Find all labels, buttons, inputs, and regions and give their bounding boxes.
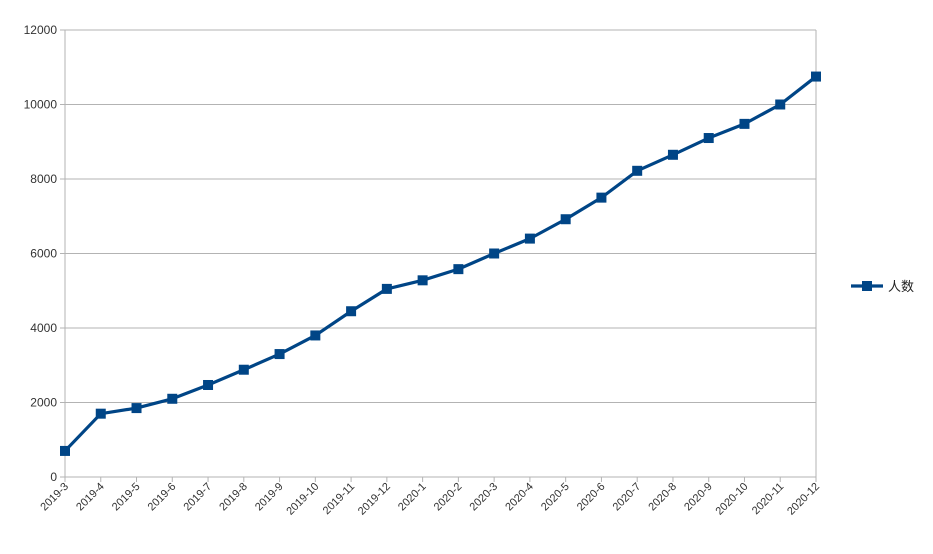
- data-point: [811, 71, 821, 82]
- data-point: [560, 214, 571, 225]
- data-point: [346, 306, 357, 317]
- x-tick-label: 2019-10: [284, 481, 321, 518]
- x-tick-label: 2020-5: [539, 481, 572, 514]
- legend-marker: [862, 281, 872, 291]
- x-tick-label: 2019-9: [253, 481, 286, 514]
- data-point: [167, 393, 178, 404]
- x-tick-label: 2019-12: [356, 481, 393, 518]
- data-point: [274, 349, 285, 360]
- x-tick-label: 2020-3: [468, 481, 501, 514]
- x-tick-label: 2019-5: [110, 481, 143, 514]
- y-tick-label: 6000: [30, 247, 57, 261]
- x-axis-tick-labels: 2019-3 2019-4 2019-5 2019-6 2019-7 2019-8 2019…: [38, 481, 822, 518]
- data-point: [417, 275, 428, 286]
- x-tick-label: 2020-8: [646, 481, 679, 514]
- data-point: [703, 133, 714, 144]
- series-markers: [60, 71, 821, 456]
- data-point: [524, 233, 535, 244]
- legend-label: 人数: [888, 279, 914, 294]
- data-point: [203, 379, 214, 390]
- y-tick-label: 2000: [30, 396, 57, 410]
- y-axis-tick-labels: 0 2000 4000 6000 8000 10000 12000: [24, 23, 58, 484]
- x-tick-label: 2020-9: [682, 481, 715, 514]
- series-lines: [63, 75, 817, 453]
- x-tick-label: 2020-4: [503, 481, 536, 514]
- x-tick-label: 2019-3: [38, 481, 71, 514]
- x-tick-label: 2020-10: [714, 481, 751, 518]
- data-point: [775, 99, 786, 110]
- x-tick-label: 2019-11: [321, 481, 357, 517]
- axes: [60, 29, 817, 482]
- x-tick-label: 2020-1: [396, 481, 429, 514]
- data-point: [60, 445, 70, 456]
- x-tick-label: 2020-12: [785, 481, 822, 518]
- data-point: [238, 364, 249, 375]
- x-tick-label: 2020-7: [611, 481, 644, 514]
- data-point: [453, 264, 464, 275]
- data-point: [381, 283, 392, 294]
- data-point: [667, 149, 678, 160]
- legend: 人数: [851, 279, 914, 294]
- y-tick-label: 8000: [30, 172, 57, 186]
- x-tick-label: 2020-2: [432, 481, 465, 514]
- data-point: [739, 118, 750, 129]
- series-line: [63, 75, 817, 453]
- gridlines: [65, 29, 816, 478]
- y-tick-label: 0: [50, 470, 57, 484]
- data-point: [95, 408, 106, 419]
- x-tick-label: 2019-7: [181, 481, 214, 514]
- data-point: [310, 330, 321, 341]
- x-tick-label: 2019-4: [74, 481, 107, 514]
- y-tick-label: 10000: [24, 98, 58, 112]
- x-tick-label: 2020-11: [750, 481, 786, 517]
- y-tick-label: 12000: [24, 23, 58, 37]
- x-tick-label: 2020-6: [575, 481, 608, 514]
- data-point: [632, 165, 643, 176]
- data-point: [489, 248, 500, 259]
- data-point: [596, 192, 607, 203]
- x-tick-label: 2019-6: [146, 481, 179, 514]
- x-tick-label: 2019-8: [217, 481, 250, 514]
- data-point: [131, 403, 142, 414]
- y-tick-label: 4000: [30, 321, 57, 335]
